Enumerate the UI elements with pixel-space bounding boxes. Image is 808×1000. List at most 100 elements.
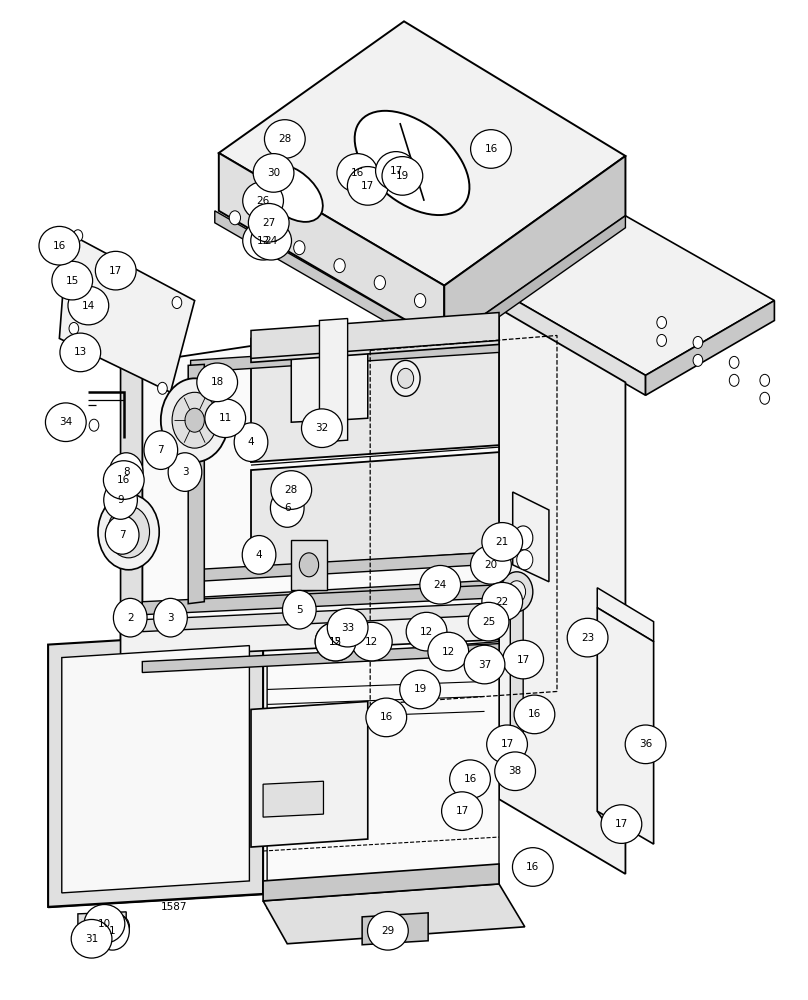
Polygon shape — [263, 781, 323, 817]
Ellipse shape — [464, 645, 505, 684]
Ellipse shape — [39, 226, 80, 265]
Ellipse shape — [351, 622, 392, 661]
Text: 6: 6 — [284, 503, 291, 513]
Ellipse shape — [494, 752, 536, 791]
Ellipse shape — [601, 805, 642, 843]
Text: 38: 38 — [508, 766, 522, 776]
Ellipse shape — [144, 431, 178, 469]
Polygon shape — [251, 345, 499, 462]
Ellipse shape — [347, 167, 388, 205]
Polygon shape — [263, 884, 524, 944]
Polygon shape — [219, 153, 444, 342]
Ellipse shape — [315, 622, 356, 661]
Circle shape — [508, 581, 525, 603]
Text: 17: 17 — [615, 819, 628, 829]
Ellipse shape — [327, 608, 368, 647]
Ellipse shape — [84, 905, 124, 943]
Ellipse shape — [470, 546, 511, 584]
Text: 22: 22 — [495, 597, 509, 607]
Text: 7: 7 — [119, 530, 125, 540]
Text: 16: 16 — [528, 709, 541, 719]
Text: 36: 36 — [639, 739, 652, 749]
Polygon shape — [263, 864, 499, 901]
Ellipse shape — [400, 670, 440, 709]
Text: 1: 1 — [109, 926, 116, 936]
Text: 4: 4 — [256, 550, 263, 560]
Polygon shape — [191, 552, 499, 582]
Text: 37: 37 — [478, 660, 491, 670]
Ellipse shape — [486, 725, 528, 764]
Polygon shape — [78, 912, 126, 931]
Ellipse shape — [234, 423, 267, 461]
Ellipse shape — [242, 536, 276, 574]
Circle shape — [693, 336, 703, 348]
Text: 32: 32 — [315, 423, 329, 433]
Ellipse shape — [242, 221, 284, 260]
Polygon shape — [251, 701, 368, 847]
Ellipse shape — [113, 598, 147, 637]
Polygon shape — [319, 319, 347, 442]
Text: 20: 20 — [485, 560, 498, 570]
Text: 12: 12 — [329, 637, 342, 647]
Ellipse shape — [109, 453, 143, 491]
Ellipse shape — [154, 598, 187, 637]
Circle shape — [299, 553, 318, 577]
Polygon shape — [191, 340, 499, 372]
Circle shape — [501, 572, 532, 612]
Text: 15: 15 — [329, 637, 342, 647]
Circle shape — [229, 211, 241, 225]
Circle shape — [107, 506, 149, 558]
Polygon shape — [499, 309, 625, 874]
Polygon shape — [191, 580, 499, 610]
Text: 7: 7 — [158, 445, 164, 455]
Text: 33: 33 — [341, 623, 354, 633]
Polygon shape — [61, 646, 250, 893]
Text: 21: 21 — [495, 537, 509, 547]
Text: 28: 28 — [278, 134, 292, 144]
Ellipse shape — [60, 333, 101, 372]
Text: 10: 10 — [98, 919, 111, 929]
Text: 4: 4 — [248, 437, 255, 447]
Circle shape — [374, 276, 385, 290]
Circle shape — [172, 297, 182, 309]
Ellipse shape — [470, 130, 511, 168]
Circle shape — [760, 374, 769, 386]
Polygon shape — [444, 156, 625, 342]
Text: 17: 17 — [500, 739, 514, 749]
Text: 1587: 1587 — [162, 902, 187, 912]
Circle shape — [657, 317, 667, 328]
Polygon shape — [597, 608, 654, 844]
Ellipse shape — [482, 523, 523, 561]
Ellipse shape — [105, 516, 139, 554]
Polygon shape — [120, 362, 142, 854]
Polygon shape — [511, 588, 523, 753]
Text: 17: 17 — [516, 655, 530, 665]
Text: 16: 16 — [351, 168, 364, 178]
Text: 17: 17 — [389, 166, 402, 176]
Circle shape — [517, 550, 532, 570]
Ellipse shape — [428, 632, 469, 671]
Ellipse shape — [95, 911, 129, 950]
Polygon shape — [646, 301, 774, 395]
Ellipse shape — [368, 911, 408, 950]
Circle shape — [89, 419, 99, 431]
Circle shape — [398, 368, 414, 388]
Circle shape — [116, 921, 125, 933]
Text: 16: 16 — [117, 475, 130, 485]
Polygon shape — [291, 338, 327, 422]
Text: 3: 3 — [182, 467, 188, 477]
Text: 3: 3 — [167, 613, 174, 623]
Circle shape — [391, 360, 420, 396]
Ellipse shape — [253, 154, 294, 192]
Circle shape — [161, 378, 229, 462]
Polygon shape — [142, 603, 499, 632]
Circle shape — [730, 356, 739, 368]
Text: 12: 12 — [442, 647, 455, 657]
Circle shape — [730, 374, 739, 386]
Circle shape — [98, 494, 159, 570]
Ellipse shape — [205, 399, 246, 438]
Ellipse shape — [95, 251, 136, 290]
Ellipse shape — [271, 489, 304, 527]
Polygon shape — [251, 320, 499, 362]
Circle shape — [693, 354, 703, 366]
